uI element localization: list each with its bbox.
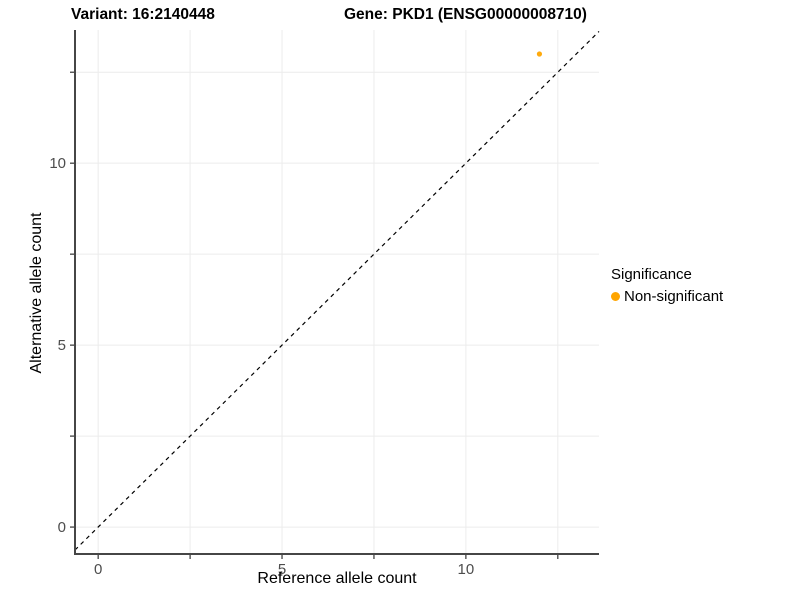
identity-line [74,31,600,551]
x-tick-label: 5 [278,561,286,578]
variant-title: Variant: 16:2140448 [71,6,215,23]
legend: Significance Non-significant [611,266,723,305]
x-axis-title: Reference allele count [257,570,417,587]
y-tick-label: 0 [58,519,66,536]
y-tick-label: 5 [58,337,66,354]
x-tick-label: 10 [458,561,475,578]
legend-item-non-significant: Non-significant [611,288,723,305]
gene-title: Gene: PKD1 (ENSG00000008710) [344,6,587,23]
legend-key-dot-icon [611,292,620,301]
x-tick-label: 0 [94,561,102,578]
y-axis-title: Alternative allele count [28,212,45,374]
legend-title: Significance [611,266,692,283]
data-point [536,51,543,57]
legend-item-label: Non-significant [624,288,724,305]
y-tick-label: 10 [49,155,66,172]
